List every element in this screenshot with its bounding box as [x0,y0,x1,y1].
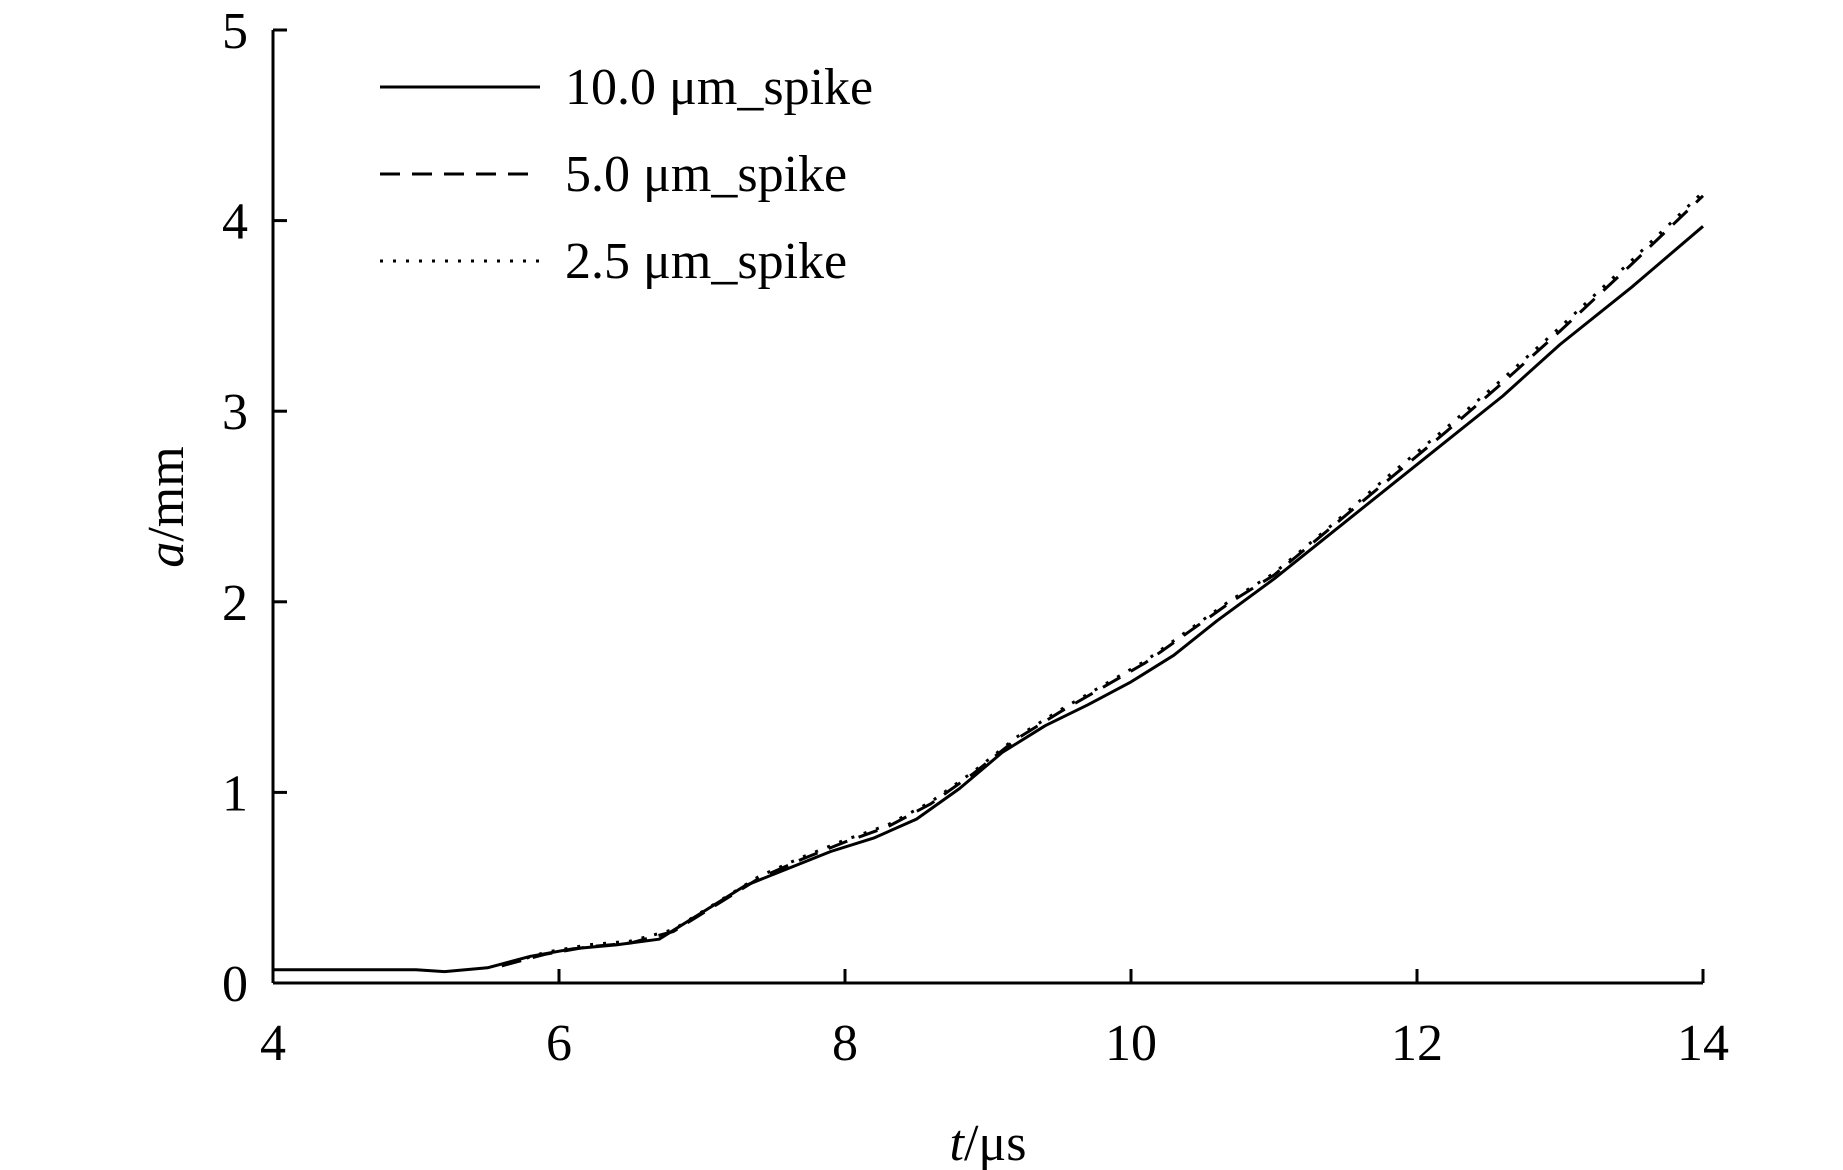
y-tick-label: 2 [222,575,248,632]
x-tick-label: 10 [1105,1015,1157,1072]
axes [271,30,1703,985]
legend: 10.0 μm_spike 5.0 μm_spike 2.5 μm_spike [380,59,873,290]
y-tick-label: 1 [222,765,248,822]
series-line-3 [501,190,1705,968]
x-ticks: 4 6 8 10 12 14 [260,969,1729,1072]
x-tick-label: 6 [546,1015,572,1072]
legend-label-1: 10.0 μm_spike [565,59,873,116]
y-tick-label: 3 [222,384,248,441]
legend-label-2: 5.0 μm_spike [565,146,847,203]
x-tick-label: 8 [832,1015,858,1072]
x-axis-unit: /μs [964,1115,1027,1170]
y-axis-title: a/mm [138,446,195,567]
x-axis-title: t/μs [949,1115,1026,1170]
y-tick-label: 4 [222,194,248,251]
series-line-2 [501,194,1705,968]
x-tick-label: 4 [260,1015,286,1072]
y-ticks: 0 1 2 3 4 5 [222,3,287,1013]
y-tick-label: 5 [222,3,248,60]
y-axis-unit: /mm [138,446,195,541]
legend-label-3: 2.5 μm_spike [565,233,847,290]
x-tick-label: 14 [1677,1015,1729,1072]
series-line-1 [273,225,1704,974]
y-tick-label: 0 [222,956,248,1013]
series-layer [273,190,1705,974]
x-axis-variable: t [949,1115,965,1170]
x-tick-label: 12 [1391,1015,1443,1072]
y-axis-variable: a [138,542,195,568]
